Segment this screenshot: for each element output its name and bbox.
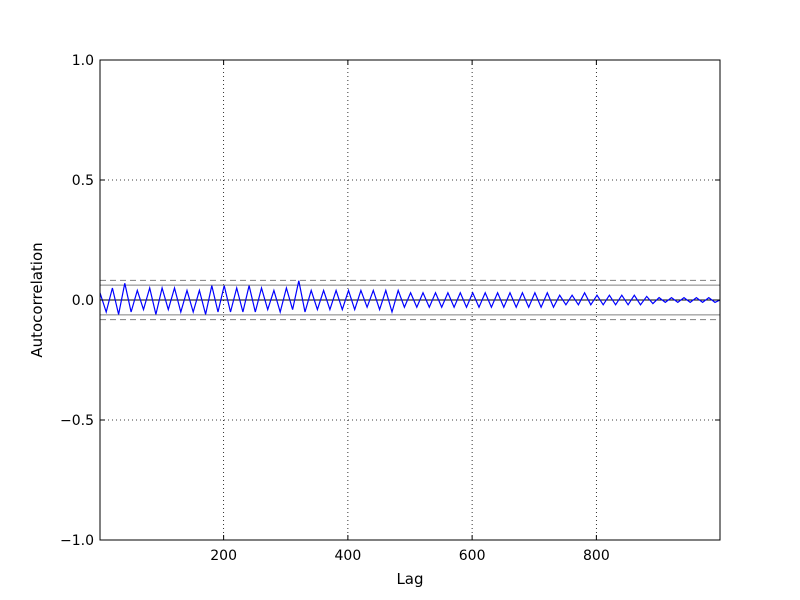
y-tick-label: −0.5	[60, 413, 94, 429]
axis-ticks: 200 400 600 800 −1.0 −0.5 0.0 0.5 1.0	[60, 53, 720, 564]
autocorrelation-series-line	[99, 280, 721, 315]
y-tick-label: 0.0	[72, 293, 94, 309]
reference-lines	[100, 279, 720, 321]
series-layer	[99, 280, 721, 315]
x-axis-label: Lag	[396, 570, 423, 588]
y-tick-label: −1.0	[60, 533, 94, 549]
x-tick-label: 200	[210, 548, 237, 564]
y-tick-label: 0.5	[72, 173, 94, 189]
y-tick-label: 1.0	[72, 53, 94, 69]
x-tick-label: 600	[459, 548, 486, 564]
y-axis-label: Autocorrelation	[28, 242, 46, 357]
x-tick-label: 400	[335, 548, 362, 564]
x-tick-label: 800	[583, 548, 610, 564]
